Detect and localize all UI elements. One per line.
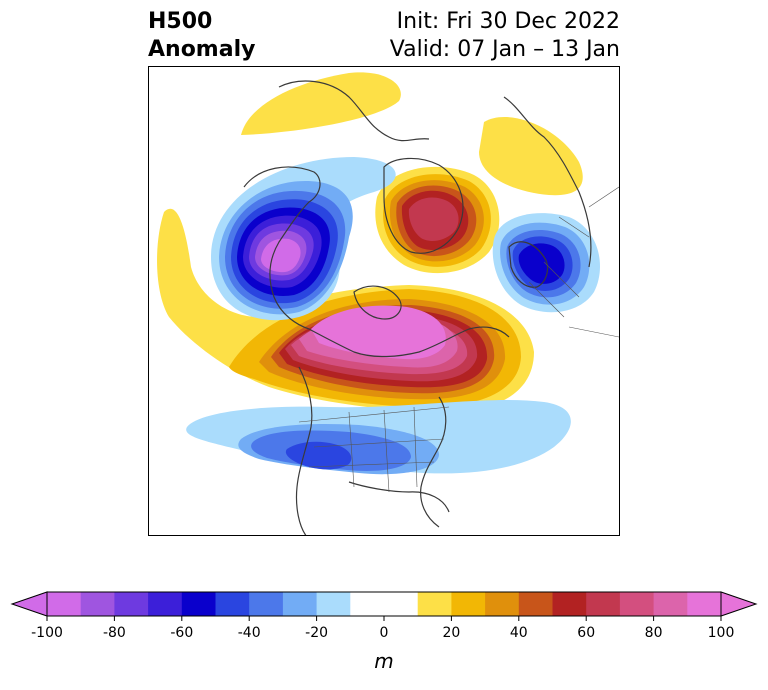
contour-scandinavia-positive <box>479 116 583 196</box>
colorbar-tick-label-6: 20 <box>442 625 460 641</box>
title-line-1: H500 <box>148 9 213 34</box>
colorbar-tick-label-9: 80 <box>645 625 663 641</box>
colorbar-bin-16 <box>619 592 655 616</box>
coastline-siberia <box>278 80 430 142</box>
border-us-states-1 <box>313 438 445 448</box>
coastline-greenland-region <box>383 157 464 254</box>
colorbar-bin-6 <box>249 592 284 616</box>
colorbar-tick-label-5: 0 <box>380 625 389 641</box>
colorbar-bin-13 <box>518 592 553 616</box>
colorbar-tick-label-10: 100 <box>708 625 735 641</box>
anomaly-map <box>148 66 620 536</box>
colorbar-bin-17 <box>653 592 688 616</box>
border-us-states-5 <box>413 406 418 488</box>
contour-arctic-positive <box>241 72 401 135</box>
date-info: Init: Fri 30 Dec 2022 Valid: 07 Jan – 13… <box>390 8 620 64</box>
colorbar-bin-12 <box>485 592 520 616</box>
colorbar-tick-label-1: -80 <box>103 625 126 641</box>
colorbar-tick-label-8: 60 <box>577 625 595 641</box>
colorbar-tick-label-2: -60 <box>170 625 193 641</box>
colorbar-tick-label-7: 40 <box>510 625 528 641</box>
border-us-states-2 <box>308 461 435 468</box>
border-europe-3 <box>558 216 590 238</box>
colorbar-bin-11 <box>451 592 486 616</box>
colorbar-bin-18 <box>687 592 722 616</box>
border-europe-4 <box>588 186 619 208</box>
coastline-gulf <box>348 481 450 513</box>
init-date: Init: Fri 30 Dec 2022 <box>396 9 620 34</box>
colorbar-bin-4 <box>181 592 216 616</box>
anomaly-map-svg <box>149 67 619 535</box>
title-line-2: Anomaly <box>148 37 256 62</box>
colorbar-bin-0 <box>47 592 82 616</box>
coastline-east-us <box>420 396 447 528</box>
colorbar-bin-7 <box>282 592 318 616</box>
colorbar-bin-5 <box>215 592 250 616</box>
colorbar-ticks: -100 -80 -60 -40 -20 0 20 40 60 80 100 <box>31 616 734 641</box>
colorbar-bin-3 <box>148 592 183 616</box>
coastline-west-us <box>295 366 313 535</box>
colorbar-tick-label-4: -20 <box>305 625 328 641</box>
colorbar-tick-label-3: -40 <box>238 625 261 641</box>
border-europe-1 <box>543 261 580 298</box>
colorbar: -100 -80 -60 -40 -20 0 20 40 60 80 100 m <box>0 586 768 686</box>
border-us-canada <box>298 406 450 423</box>
colorbar-bin-14 <box>552 592 587 616</box>
border-europe-2 <box>528 281 565 318</box>
coastline-hudson-bay <box>353 285 402 320</box>
coastline-arctic-canada <box>308 328 470 358</box>
colorbar-unit-label: m <box>374 649 393 673</box>
colorbar-tick-label-0: -100 <box>31 625 63 641</box>
map-title: H500 Anomaly <box>148 8 255 64</box>
colorbar-bin-15 <box>586 592 621 616</box>
border-us-states-4 <box>383 409 390 493</box>
colorbar-under-arrow <box>10 591 48 617</box>
colorbar-bin-2 <box>114 592 149 616</box>
colorbar-over-arrow <box>720 591 758 617</box>
colorbar-bin-9 <box>350 592 419 616</box>
colorbar-bin-10 <box>417 592 452 616</box>
colorbar-bin-8 <box>316 592 351 616</box>
colorbar-bin-1 <box>80 592 115 616</box>
contour-canada-positive-90 <box>311 305 446 360</box>
colorbar-bins <box>47 592 722 616</box>
valid-range: Valid: 07 Jan – 13 Jan <box>389 37 620 62</box>
contour-barents-positive-60 <box>408 197 459 241</box>
border-europe-5 <box>568 326 619 338</box>
coastline-labrador <box>468 326 510 338</box>
coastline-baltic <box>508 241 549 288</box>
coastline-scandinavia <box>503 96 592 268</box>
political-borders <box>298 186 619 493</box>
coastline-alaska <box>243 166 321 330</box>
border-us-states-3 <box>348 411 355 488</box>
colorbar-svg: -100 -80 -60 -40 -20 0 20 40 60 80 100 m <box>10 591 758 673</box>
contour-europe-negative-50 <box>518 243 565 284</box>
coastlines <box>243 80 592 535</box>
